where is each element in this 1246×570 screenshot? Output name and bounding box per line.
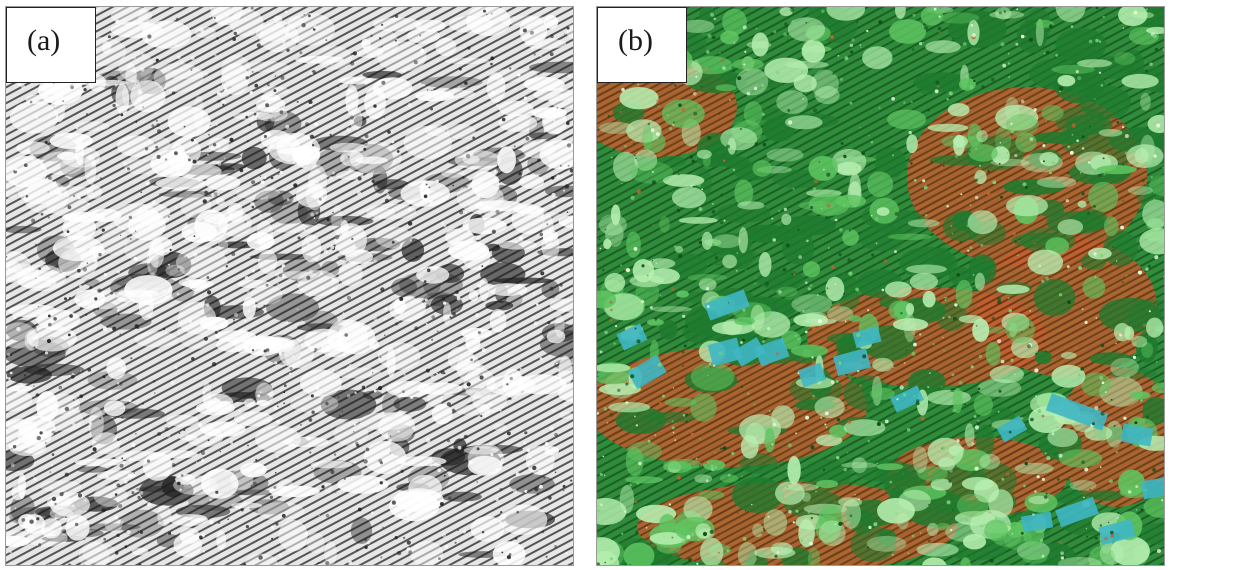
panel-b-label: (b)	[597, 7, 687, 83]
panel-a-label: (a)	[6, 7, 96, 83]
panel-b-classified-pointcloud: (b)	[596, 6, 1165, 566]
grayscale-pointcloud-image	[6, 7, 573, 565]
panel-a-grayscale-pointcloud: (a)	[5, 6, 574, 566]
classified-pointcloud-image	[597, 7, 1164, 565]
